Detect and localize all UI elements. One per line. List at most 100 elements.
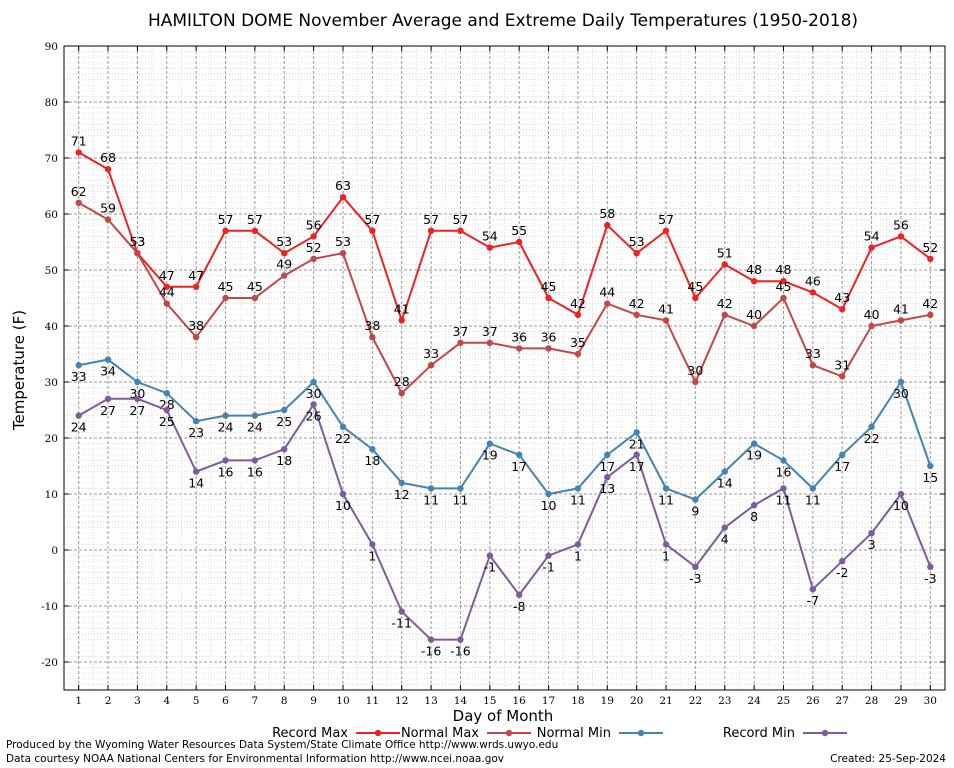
footer-produced-by: Produced by the Wyoming Water Resources …	[6, 739, 558, 751]
normal-max-data-label: 33	[423, 346, 439, 361]
record-max-data-label: 57	[364, 212, 380, 227]
y-tick-label: 70	[45, 153, 58, 165]
normal-min-data-label: 11	[658, 492, 674, 507]
normal-max-point	[515, 345, 523, 352]
normal-max-data-label: 41	[658, 301, 674, 316]
normal-max-data-label: 28	[394, 374, 410, 389]
record-max-point	[192, 283, 200, 290]
normal-max-point	[574, 350, 582, 358]
y-tick-label: 90	[45, 41, 58, 53]
normal-max-point	[486, 339, 494, 346]
normal-min-point	[633, 429, 640, 436]
x-tick-label: 27	[836, 695, 849, 707]
normal-max-point	[721, 311, 728, 318]
normal-min-data-label: 15	[922, 470, 938, 485]
x-tick-label: 24	[747, 695, 761, 707]
normal-min-data-label: 22	[335, 431, 351, 446]
record-min-data-label: -16	[421, 644, 441, 659]
x-tick-label: 3	[134, 695, 141, 707]
normal-max-point	[868, 322, 875, 330]
record-max-data-label: 56	[893, 217, 909, 232]
normal-min-point	[427, 485, 435, 492]
x-tick-label: 5	[193, 695, 200, 707]
x-tick-label: 1	[75, 695, 82, 707]
normal-min-point	[251, 412, 259, 419]
record-min-point	[339, 490, 347, 498]
normal-max-point	[692, 378, 699, 386]
legend-label-record-max: Record Max	[272, 726, 348, 741]
x-axis-label: Day of Month	[453, 707, 554, 725]
record-max-point	[927, 255, 934, 262]
normal-min-point	[750, 440, 758, 447]
record-max-point	[839, 306, 846, 313]
record-max-point	[721, 261, 728, 268]
normal-max-point	[897, 317, 905, 324]
normal-max-data-label: 36	[511, 329, 527, 344]
normal-min-point	[780, 457, 787, 464]
y-tick-label: 30	[45, 377, 58, 389]
normal-min-data-label: 16	[776, 464, 792, 479]
record-min-point	[104, 395, 112, 402]
normal-min-data-label: 19	[482, 448, 498, 463]
record-min-data-label: 16	[247, 464, 263, 479]
record-max-point	[604, 222, 611, 229]
normal-min-point	[721, 468, 728, 475]
normal-min-point	[339, 423, 347, 430]
record-max-data-label: 53	[629, 234, 645, 249]
normal-max-point	[369, 334, 376, 341]
normal-max-point	[839, 373, 846, 380]
record-max-data-label: 57	[658, 212, 674, 227]
x-tick-label: 25	[777, 695, 790, 707]
y-tick-label: 60	[45, 209, 58, 221]
normal-max-point	[780, 294, 787, 302]
record-min-data-label: -16	[450, 644, 470, 659]
normal-max-data-label: 38	[188, 318, 204, 333]
normal-max-data-label: 53	[335, 234, 351, 249]
record-max-data-label: 53	[276, 234, 292, 249]
record-min-data-label: -3	[924, 571, 936, 586]
normal-min-point	[369, 446, 376, 453]
record-min-data-label: 27	[100, 403, 116, 418]
normal-min-point	[897, 378, 905, 386]
record-max-data-label: 41	[394, 301, 410, 316]
record-max-data-label: 42	[570, 296, 586, 311]
normal-max-point	[310, 255, 317, 262]
x-tick-label: 19	[601, 695, 614, 707]
record-min-point	[692, 563, 699, 570]
record-max-data-label: 56	[306, 217, 322, 232]
normal-max-point	[809, 362, 817, 369]
x-tick-label: 20	[630, 695, 643, 707]
record-max-point	[750, 278, 758, 285]
normal-max-data-label: 52	[306, 240, 322, 255]
grid	[64, 46, 945, 690]
record-max-data-label: 54	[482, 229, 498, 244]
x-tick-label: 28	[865, 695, 878, 707]
record-max-data-label: 57	[452, 212, 468, 227]
record-max-data-label: 48	[746, 262, 762, 277]
normal-min-data-label: 17	[834, 459, 850, 474]
x-tick-label: 21	[659, 695, 672, 707]
y-tick-label: 80	[45, 97, 58, 109]
normal-min-point	[868, 423, 875, 430]
normal-min-data-label: 25	[276, 414, 292, 429]
x-tick-label: 12	[395, 695, 408, 707]
record-max-data-label: 57	[423, 212, 439, 227]
record-max-data-label: 51	[717, 245, 733, 260]
record-max-point	[515, 238, 523, 246]
normal-max-data-label: 45	[247, 279, 263, 294]
normal-min-data-label: 11	[423, 492, 439, 507]
record-min-data-label: 27	[129, 403, 145, 418]
record-min-data-label: 8	[750, 509, 758, 524]
normal-max-data-label: 41	[893, 301, 909, 316]
normal-max-point	[750, 322, 758, 330]
record-max-point	[310, 233, 317, 240]
record-min-data-label: 14	[188, 476, 204, 491]
record-min-point	[897, 490, 905, 498]
record-min-data-label: 16	[218, 464, 234, 479]
normal-min-data-label: 17	[511, 459, 527, 474]
record-min-point	[486, 552, 494, 559]
record-max-data-label: 47	[159, 268, 175, 283]
normal-min-point	[692, 496, 699, 503]
